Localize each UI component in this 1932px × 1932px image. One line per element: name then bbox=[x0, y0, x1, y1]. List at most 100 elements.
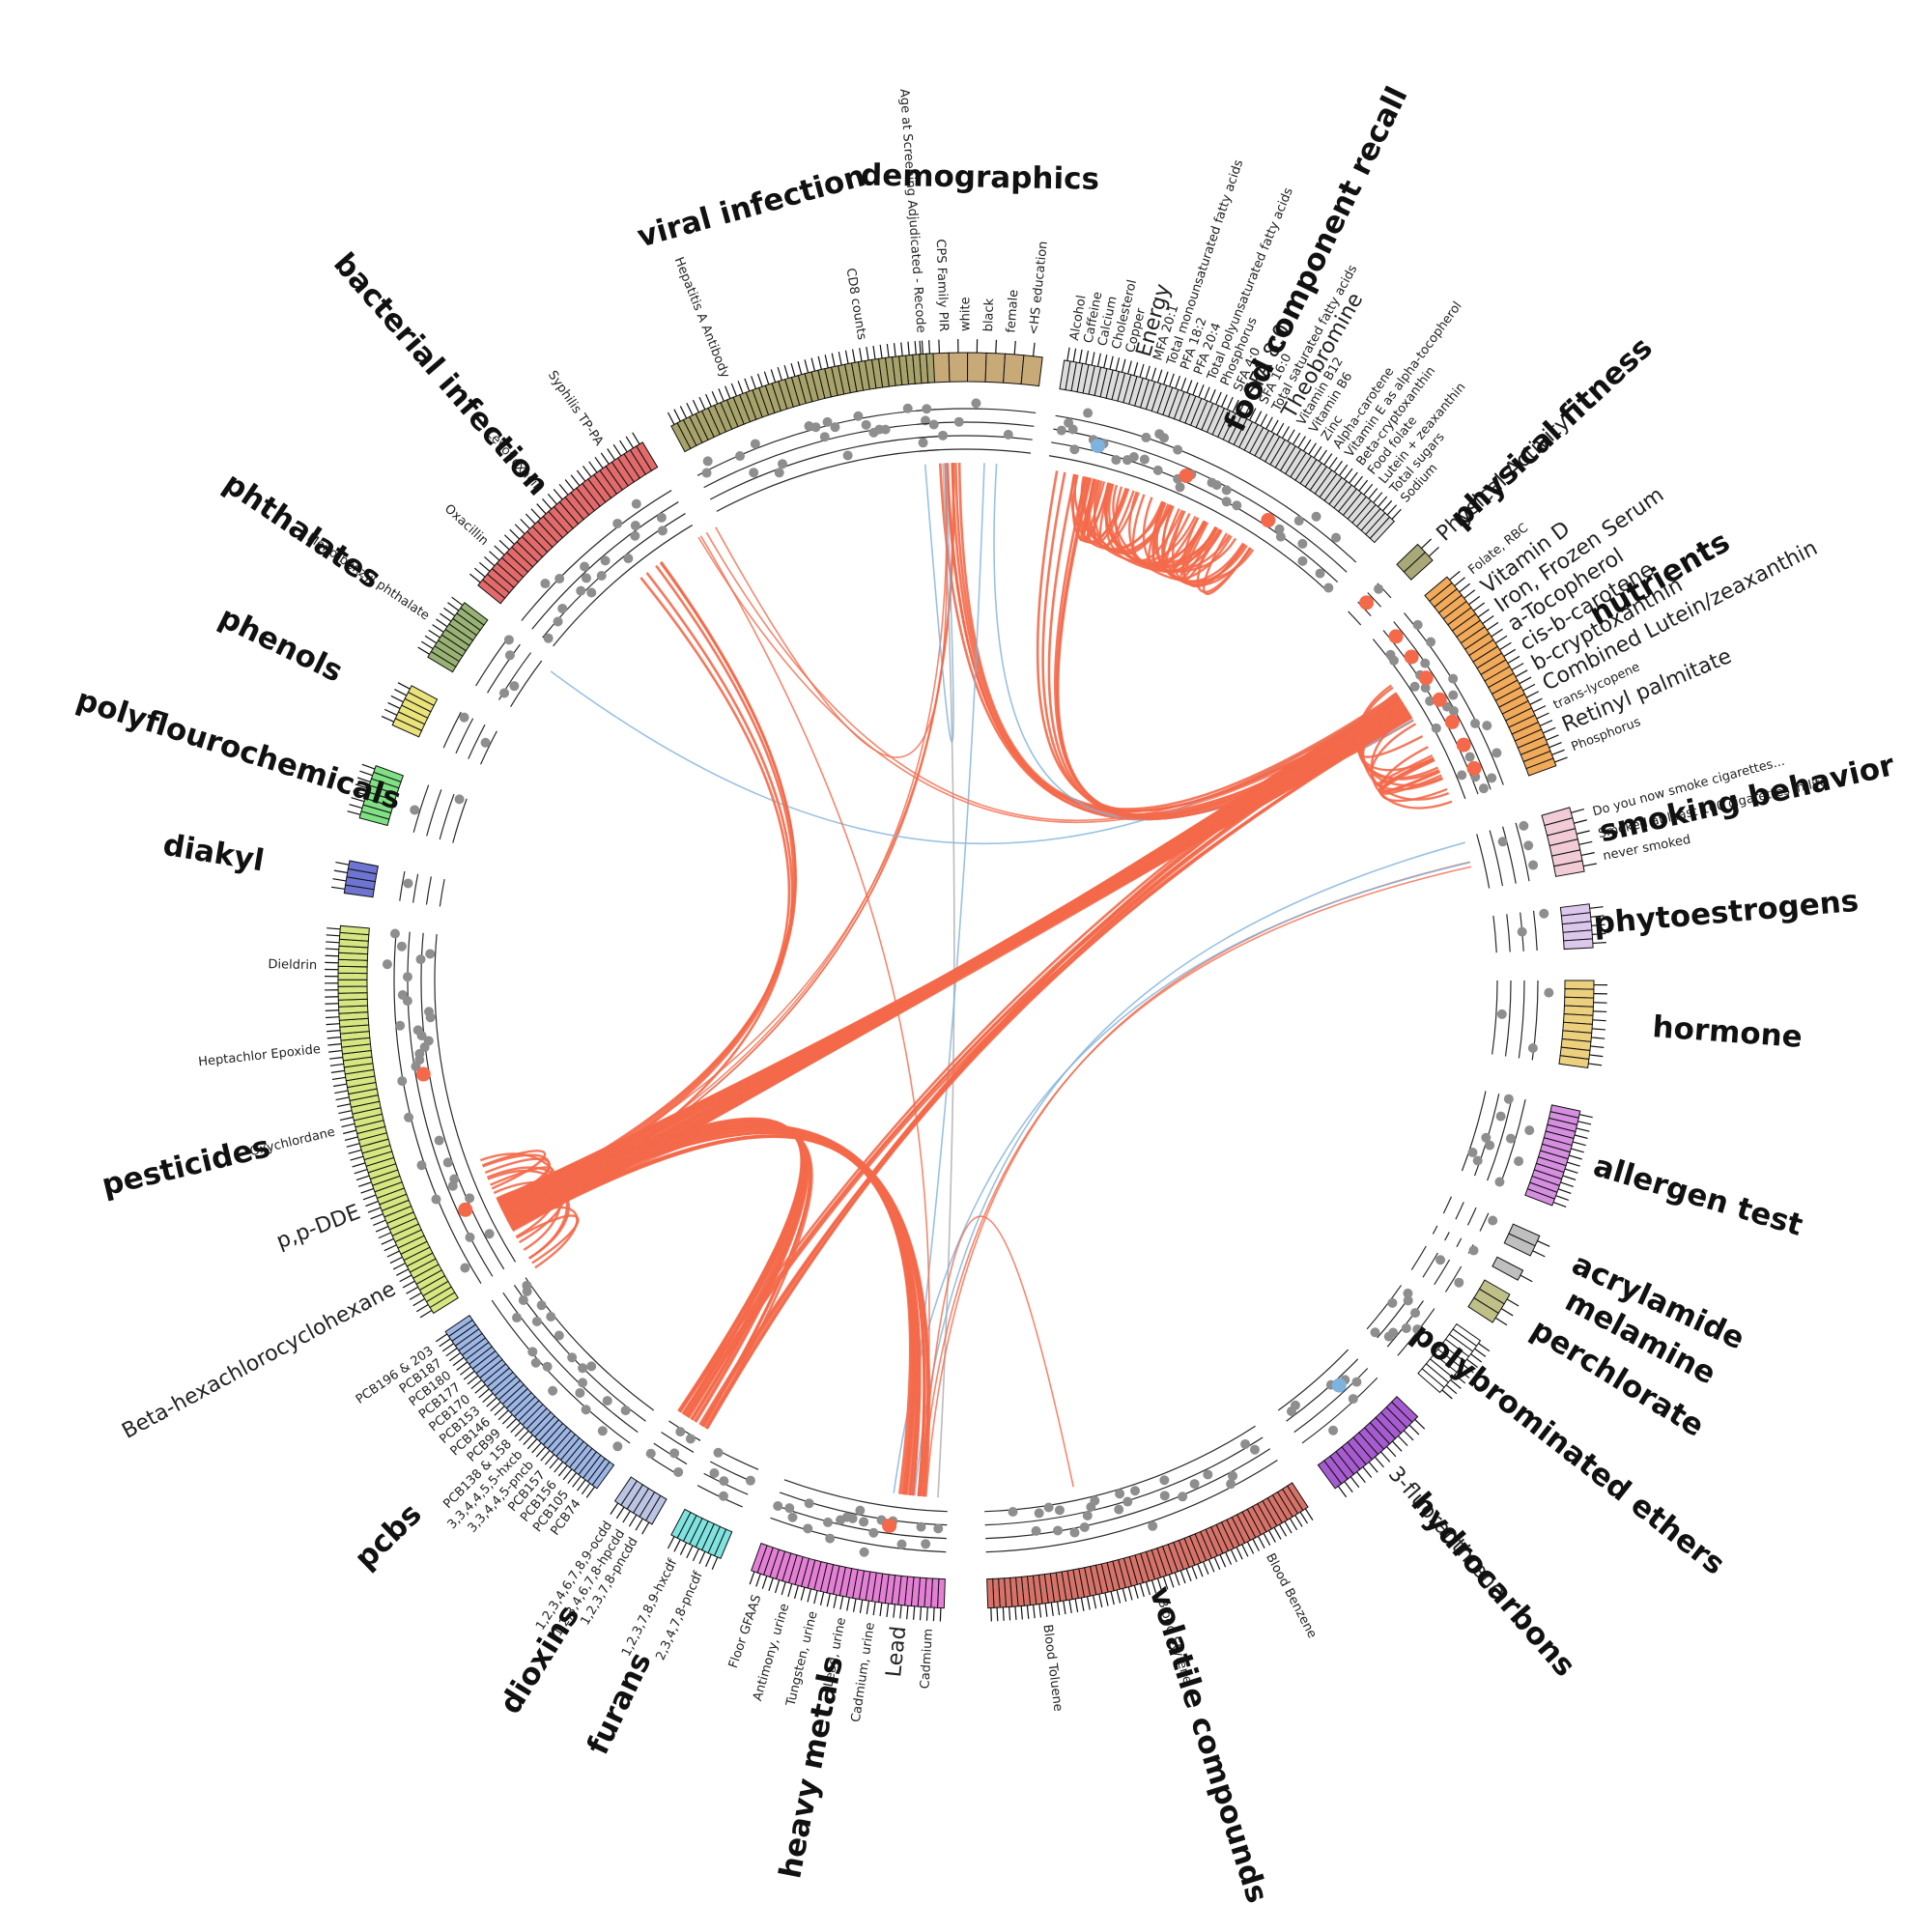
tick-mark bbox=[756, 373, 763, 387]
significance-dot bbox=[880, 424, 891, 435]
ring-line bbox=[1293, 1368, 1369, 1434]
significance-dot bbox=[416, 1160, 427, 1171]
highlight-dot bbox=[1388, 629, 1404, 644]
significance-dot bbox=[1457, 770, 1467, 781]
tick-mark bbox=[1468, 595, 1481, 606]
significance-dot bbox=[1374, 583, 1384, 594]
tick-mark bbox=[478, 561, 491, 572]
group-label-diakyl: diakyl bbox=[160, 828, 267, 879]
tick-mark bbox=[503, 534, 515, 545]
tick-mark bbox=[1567, 1161, 1580, 1167]
tick-mark bbox=[686, 402, 694, 416]
tick-mark bbox=[509, 528, 521, 540]
association-link bbox=[506, 1122, 805, 1413]
variable-label-p-p-dde: p,p-DDE bbox=[273, 1201, 364, 1255]
tick-mark bbox=[544, 1454, 555, 1465]
tick-mark bbox=[341, 1122, 355, 1128]
variable-segment bbox=[337, 979, 368, 987]
tick-mark bbox=[774, 1579, 781, 1594]
tick-mark bbox=[919, 340, 922, 355]
group-melamine bbox=[1432, 1225, 1533, 1283]
tick-mark bbox=[607, 448, 616, 461]
significance-dot bbox=[630, 521, 640, 531]
significance-dot bbox=[465, 1193, 475, 1204]
tick-mark bbox=[1139, 363, 1145, 378]
tick-mark bbox=[819, 1591, 825, 1605]
tick-mark bbox=[995, 339, 998, 354]
significance-dot bbox=[1159, 1475, 1170, 1486]
ring-line bbox=[434, 934, 517, 1263]
tick-mark bbox=[420, 640, 434, 650]
significance-dot bbox=[735, 451, 746, 462]
tick-mark bbox=[354, 1168, 368, 1175]
association-link bbox=[684, 701, 1404, 1417]
tick-mark bbox=[1072, 348, 1077, 362]
variable-segment bbox=[460, 602, 489, 626]
ring-line bbox=[1455, 1202, 1464, 1220]
tick-mark bbox=[419, 1309, 433, 1319]
significance-dot bbox=[718, 1491, 728, 1501]
variable-segment bbox=[1524, 1188, 1556, 1207]
tick-mark bbox=[990, 1607, 992, 1622]
highlight-dot bbox=[1179, 469, 1194, 484]
tick-mark bbox=[932, 1607, 935, 1622]
significance-dot bbox=[1494, 1177, 1505, 1187]
significance-dot bbox=[397, 990, 408, 1001]
variable-segment bbox=[1492, 1256, 1524, 1281]
tick-mark bbox=[724, 385, 731, 399]
tick-mark bbox=[1592, 942, 1606, 945]
tick-mark bbox=[355, 1175, 370, 1181]
tick-mark bbox=[893, 1604, 896, 1618]
association-link bbox=[501, 577, 791, 1213]
highlight-dot bbox=[1261, 513, 1276, 528]
ring-line bbox=[1476, 834, 1491, 889]
tick-mark bbox=[451, 596, 464, 607]
tick-mark bbox=[443, 607, 456, 617]
tick-mark bbox=[1098, 1594, 1103, 1608]
tick-mark bbox=[1033, 1605, 1036, 1619]
tick-mark bbox=[1466, 1358, 1478, 1369]
highlight-dot bbox=[1466, 760, 1482, 776]
significance-dot bbox=[1505, 1133, 1516, 1144]
significance-dot bbox=[1228, 1470, 1238, 1481]
significance-dot bbox=[410, 805, 420, 815]
tick-mark bbox=[886, 343, 890, 358]
tick-mark bbox=[1145, 1581, 1151, 1596]
tick-mark bbox=[570, 474, 581, 487]
significance-dot bbox=[1524, 1125, 1535, 1136]
tick-mark bbox=[494, 545, 505, 555]
tick-mark bbox=[1009, 1606, 1011, 1621]
tick-mark bbox=[679, 406, 688, 419]
tick-mark bbox=[1408, 1424, 1420, 1435]
tick-mark bbox=[334, 1090, 349, 1094]
tick-mark bbox=[526, 1438, 538, 1450]
significance-dot bbox=[403, 878, 413, 889]
tick-mark bbox=[1578, 840, 1593, 845]
tick-mark bbox=[797, 361, 803, 375]
tick-mark bbox=[705, 393, 712, 408]
tick-mark bbox=[344, 1136, 358, 1141]
association-link bbox=[1036, 470, 1400, 812]
tick-mark bbox=[1339, 464, 1349, 476]
tick-mark bbox=[1353, 475, 1363, 488]
tick-mark bbox=[535, 1446, 547, 1458]
variable-label-hs-education: <HS education bbox=[1027, 241, 1051, 336]
significance-dot bbox=[657, 526, 668, 536]
significance-dot bbox=[825, 1533, 836, 1544]
significance-dot bbox=[1420, 658, 1431, 668]
tick-mark bbox=[912, 1605, 916, 1620]
tick-mark bbox=[1590, 915, 1605, 918]
tick-mark bbox=[397, 682, 411, 690]
group-viral-infection bbox=[667, 340, 939, 512]
significance-dot bbox=[1485, 1140, 1495, 1151]
tick-mark bbox=[1044, 1603, 1048, 1617]
tick-mark bbox=[1546, 734, 1559, 741]
within-group-link bbox=[1079, 478, 1100, 541]
within-group-link bbox=[1070, 473, 1166, 551]
tick-mark bbox=[692, 1548, 699, 1562]
tick-mark bbox=[787, 1583, 793, 1598]
significance-dot bbox=[612, 1441, 623, 1452]
significance-dot bbox=[1056, 425, 1066, 436]
tick-mark bbox=[327, 1037, 341, 1039]
significance-dot bbox=[415, 954, 426, 965]
